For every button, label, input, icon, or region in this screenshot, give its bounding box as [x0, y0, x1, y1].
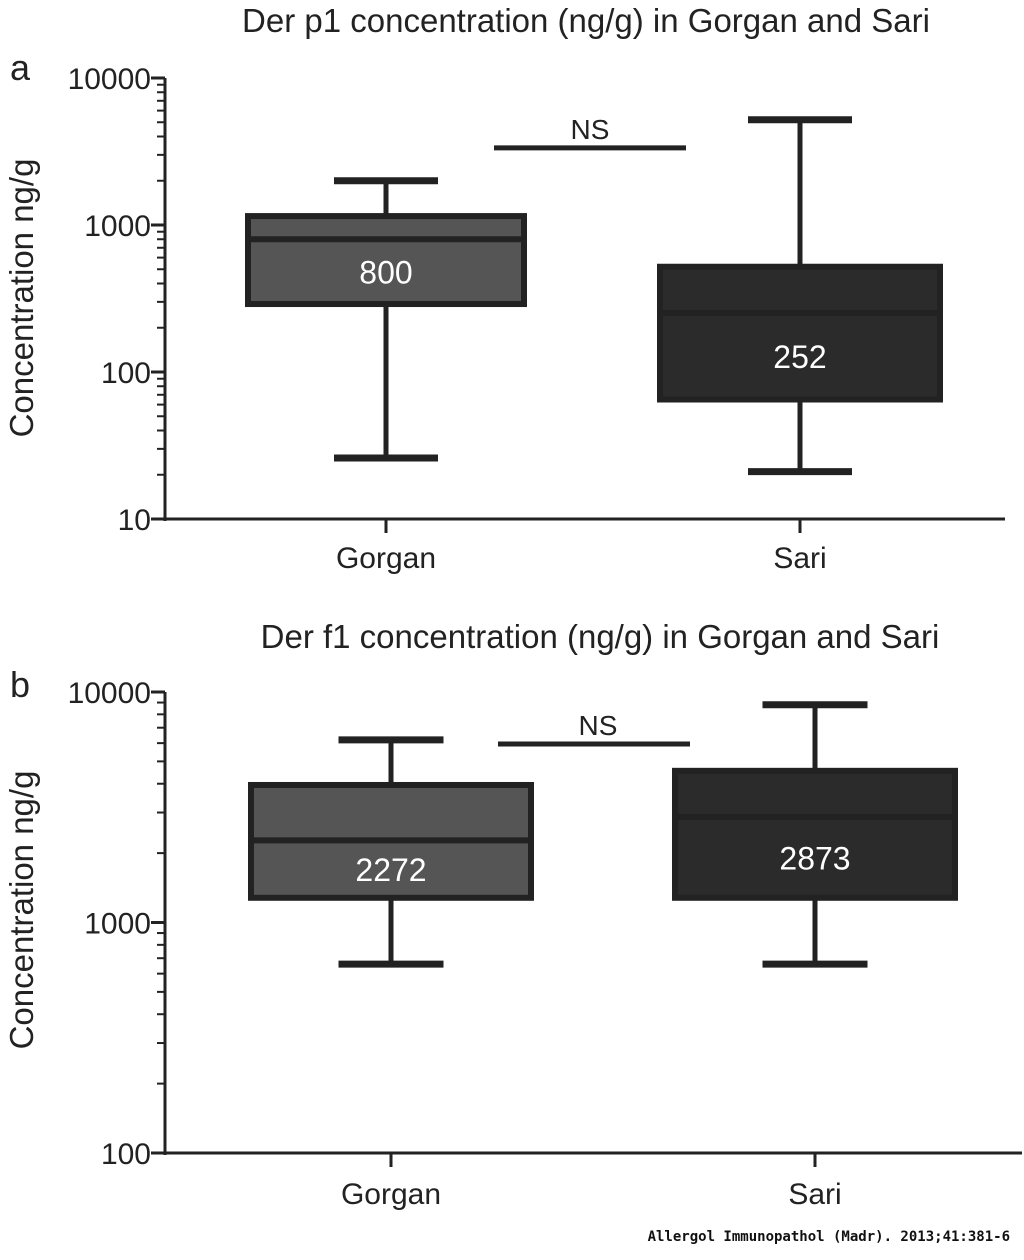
- x-tick-label: Sari: [773, 542, 826, 575]
- x-tick-label: Sari: [788, 1178, 841, 1211]
- significance-label: NS: [571, 114, 610, 145]
- y-tick-label: 1000: [84, 210, 151, 243]
- x-tick-label: Gorgan: [336, 542, 436, 575]
- box-sari: [672, 767, 958, 901]
- y-tick-label: 100: [101, 1138, 151, 1171]
- x-tick-label: Gorgan: [341, 1178, 441, 1211]
- y-tick-label: 10000: [68, 677, 151, 710]
- box-sari: [657, 263, 943, 403]
- chart-title: Der f1 concentration (ng/g) in Gorgan an…: [261, 618, 940, 655]
- chart-title: Der p1 concentration (ng/g) in Gorgan an…: [242, 2, 930, 39]
- panel-label: b: [10, 664, 30, 705]
- y-tick-label: 10000: [68, 63, 151, 96]
- y-axis-label: Concentration ng/g: [3, 159, 40, 438]
- y-tick-label: 100: [101, 357, 151, 390]
- median-label: 800: [359, 255, 412, 291]
- box-gorgan: [245, 213, 527, 308]
- median-label: 252: [773, 339, 826, 375]
- panel-label: a: [10, 47, 31, 88]
- y-tick-label: 10: [118, 504, 151, 537]
- median-label: 2272: [355, 852, 426, 888]
- citation-caption: Allergol Immunopathol (Madr). 2013;41:38…: [647, 1229, 1010, 1245]
- y-tick-label: 1000: [84, 908, 151, 941]
- y-axis-label: Concentration ng/g: [3, 771, 40, 1050]
- significance-label: NS: [579, 710, 618, 741]
- median-label: 2873: [779, 840, 850, 876]
